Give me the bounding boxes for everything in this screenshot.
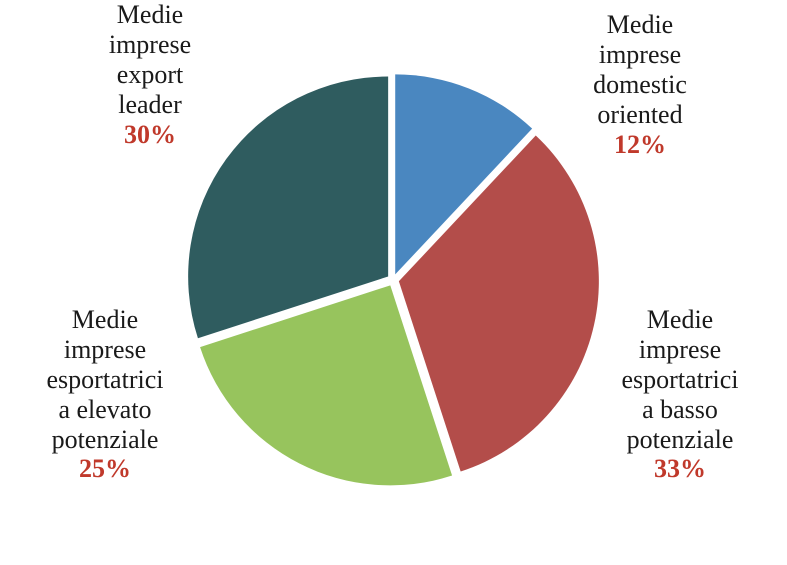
slice-label-line: Medie <box>15 305 195 335</box>
slice-label: Medieimpresedomesticoriented12% <box>550 10 730 159</box>
slice-label-line: potenziale <box>15 425 195 455</box>
slice-label: Medieimpreseexportleader30% <box>60 0 240 149</box>
slice-label: Medieimpreseesportatricia elevatopotenzi… <box>15 305 195 484</box>
slice-percent: 25% <box>15 454 195 484</box>
slice-label-line: a elevato <box>15 395 195 425</box>
slice-label-line: imprese <box>15 335 195 365</box>
slice-label-line: Medie <box>550 10 730 40</box>
slice-label-line: imprese <box>590 335 770 365</box>
slice-label-line: potenziale <box>590 425 770 455</box>
slice-label-line: Medie <box>590 305 770 335</box>
slice-percent: 12% <box>550 130 730 160</box>
slice-label: Medieimpreseesportatricia bassopotenzial… <box>590 305 770 484</box>
slice-percent: 33% <box>590 454 770 484</box>
slice-label-line: export <box>60 60 240 90</box>
slice-percent: 30% <box>60 120 240 150</box>
slice-label-line: domestic <box>550 70 730 100</box>
slice-label-line: imprese <box>550 40 730 70</box>
slice-label-line: oriented <box>550 100 730 130</box>
slice-label-line: imprese <box>60 30 240 60</box>
slice-label-line: leader <box>60 90 240 120</box>
slice-label-line: esportatrici <box>15 365 195 395</box>
slice-label-line: a basso <box>590 395 770 425</box>
slice-label-line: esportatrici <box>590 365 770 395</box>
slice-label-line: Medie <box>60 0 240 30</box>
